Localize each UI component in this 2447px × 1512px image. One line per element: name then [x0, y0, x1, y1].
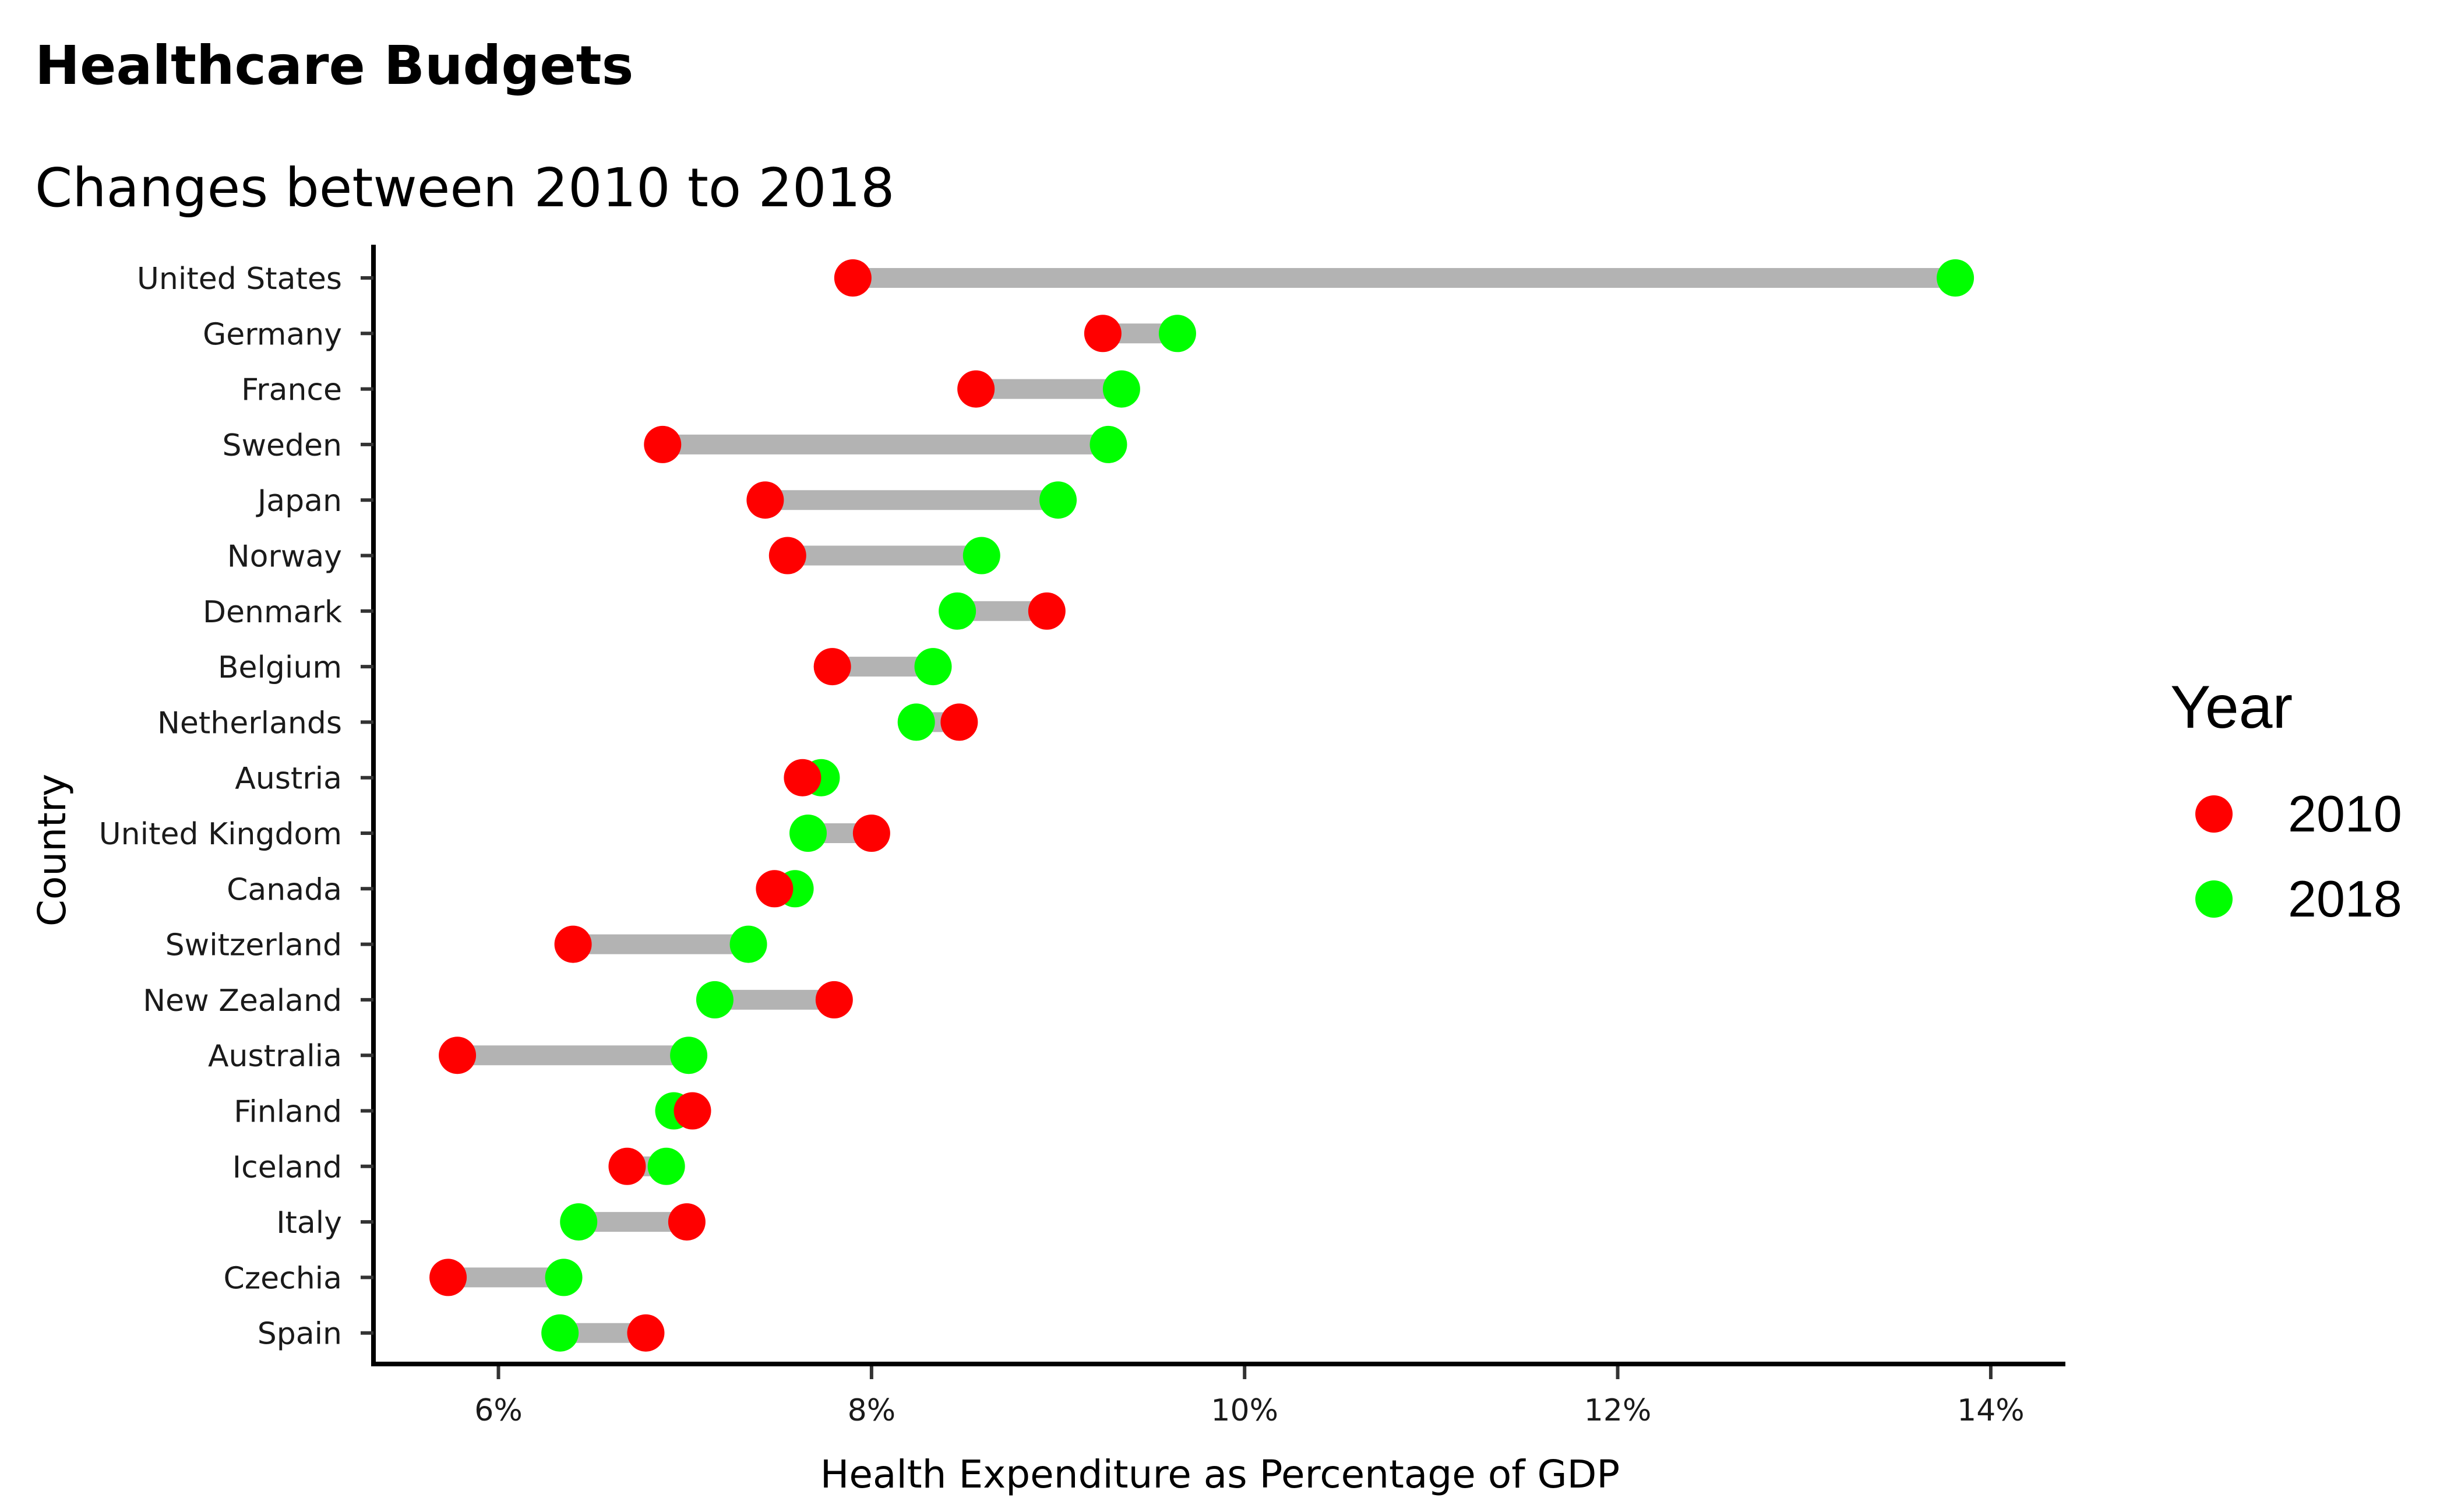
y-tick-label-norway: Norway — [227, 540, 342, 575]
point-2010-italy — [668, 1203, 706, 1241]
point-2018-japan — [1039, 481, 1077, 519]
point-2018-australia — [670, 1037, 708, 1074]
point-2018-belgium — [914, 648, 952, 686]
chart-title: Healthcare Budgets — [35, 34, 633, 97]
y-tick-label-new-zealand: New Zealand — [143, 984, 342, 1018]
legend-title: Year — [2170, 674, 2293, 741]
y-tick-label-canada: Canada — [227, 872, 342, 907]
point-2010-czechia — [429, 1259, 467, 1296]
point-2018-iceland — [647, 1147, 685, 1185]
point-2018-sweden — [1089, 425, 1127, 463]
point-2018-netherlands — [897, 703, 935, 741]
legend-label-2010: 2010 — [2288, 785, 2402, 843]
point-2010-france — [957, 370, 995, 408]
y-tick-label-netherlands: Netherlands — [157, 706, 342, 741]
y-tick-label-sweden: Sweden — [223, 428, 343, 463]
point-2018-new-zealand — [696, 981, 734, 1018]
point-2010-canada — [756, 870, 794, 908]
x-tick-label-12: 12% — [1584, 1393, 1652, 1428]
point-2010-austria — [784, 759, 821, 796]
x-tick-label-8: 8% — [848, 1393, 896, 1428]
y-tick-label-united-states: United States — [137, 262, 342, 297]
point-2018-czechia — [545, 1259, 583, 1296]
x-axis-title: Health Expenditure as Percentage of GDP — [820, 1452, 1620, 1497]
x-tick-label-10: 10% — [1211, 1393, 1278, 1428]
y-tick-label-germany: Germany — [203, 317, 342, 352]
y-axis-title: Country — [30, 774, 75, 926]
point-2010-norway — [768, 537, 806, 575]
y-tick-label-spain: Spain — [258, 1317, 342, 1352]
point-2018-switzerland — [729, 925, 767, 963]
point-2018-germany — [1158, 315, 1196, 353]
y-tick-label-switzerland: Switzerland — [165, 928, 342, 963]
y-tick-label-iceland: Iceland — [232, 1150, 342, 1185]
point-2010-japan — [746, 481, 784, 519]
point-2010-iceland — [608, 1147, 646, 1185]
point-2010-belgium — [813, 648, 851, 686]
legend-key-2010 — [2195, 795, 2233, 833]
legend: Year 2010 2018 — [2170, 674, 2402, 928]
point-2018-italy — [560, 1203, 598, 1241]
point-2010-switzerland — [554, 925, 592, 963]
point-2018-denmark — [939, 592, 976, 630]
point-2010-denmark — [1028, 592, 1066, 630]
y-tick-label-belgium: Belgium — [218, 650, 342, 685]
point-2010-netherlands — [940, 703, 978, 741]
y-tick-label-finland: Finland — [234, 1095, 342, 1130]
plot-area — [429, 259, 1974, 1352]
legend-label-2018: 2018 — [2288, 870, 2402, 928]
y-tick-label-denmark: Denmark — [203, 595, 342, 630]
point-2010-australia — [439, 1037, 477, 1074]
point-2018-united-kingdom — [789, 815, 827, 852]
y-tick-label-japan: Japan — [256, 484, 342, 519]
point-2010-new-zealand — [815, 981, 853, 1018]
y-tick-label-austria: Austria — [235, 762, 342, 796]
point-2010-spain — [627, 1314, 665, 1352]
point-2018-spain — [541, 1314, 579, 1352]
legend-key-2018 — [2195, 880, 2233, 918]
y-tick-label-france: France — [241, 373, 342, 408]
point-2010-united-kingdom — [852, 815, 890, 852]
chart-subtitle: Changes between 2010 to 2018 — [35, 157, 895, 219]
point-2010-sweden — [644, 425, 682, 463]
x-tick-label-14: 14% — [1957, 1393, 2025, 1428]
y-tick-label-australia: Australia — [208, 1039, 342, 1074]
x-axis-ticks: 6% 8% 10% 12% 14% — [474, 1366, 2025, 1428]
point-2010-united-states — [834, 259, 872, 297]
point-2010-germany — [1084, 315, 1122, 353]
y-tick-label-czechia: Czechia — [224, 1261, 342, 1296]
point-2018-france — [1102, 370, 1140, 408]
y-tick-label-italy: Italy — [276, 1206, 342, 1240]
point-2018-united-states — [1937, 259, 1974, 297]
point-2018-norway — [962, 537, 1000, 575]
y-tick-label-united-kingdom: United Kingdom — [99, 817, 342, 852]
x-tick-label-6: 6% — [474, 1393, 523, 1428]
y-axis-ticks: United States Germany France Sweden Japan Nor… — [99, 262, 373, 1352]
point-2010-finland — [674, 1092, 711, 1130]
